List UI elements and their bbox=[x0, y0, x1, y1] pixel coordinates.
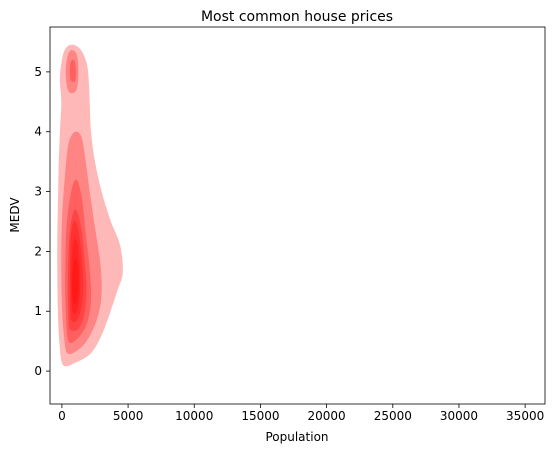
density-contour-level-4 bbox=[67, 209, 87, 331]
x-tick-label: 20000 bbox=[308, 409, 346, 423]
x-tick-label: 10000 bbox=[175, 409, 213, 423]
chart-title: Most common house prices bbox=[201, 9, 393, 25]
x-tick-label: 5000 bbox=[113, 409, 144, 423]
x-tick-label: 25000 bbox=[374, 409, 412, 423]
x-tick-label: 35000 bbox=[506, 409, 544, 423]
density-contour-level-2 bbox=[65, 50, 79, 94]
x-tick-label: 30000 bbox=[440, 409, 478, 423]
y-axis-ticks: 0 1 2 3 4 5 bbox=[34, 65, 50, 378]
y-tick-label: 2 bbox=[34, 244, 42, 258]
density-contour-level-3 bbox=[65, 179, 92, 344]
density-contour-level-1 bbox=[57, 44, 123, 367]
y-tick-label: 4 bbox=[34, 125, 42, 139]
density-contour-level-2 bbox=[61, 131, 102, 355]
y-tick-label: 3 bbox=[34, 185, 42, 199]
y-axis-label: MEDV bbox=[8, 197, 22, 233]
x-tick-label: 0 bbox=[58, 409, 66, 423]
density-contour-level-3 bbox=[69, 59, 76, 83]
x-axis-ticks: 0 5000 10000 15000 20000 25000 30000 35000 bbox=[58, 404, 544, 423]
density-contour-level-6 bbox=[71, 238, 81, 314]
plot-frame bbox=[49, 26, 546, 405]
density-contours bbox=[57, 44, 123, 367]
x-axis-label: Population bbox=[265, 430, 328, 444]
density-contour-level-7 bbox=[72, 257, 79, 304]
density-contour-level-5 bbox=[69, 220, 84, 323]
y-tick-label: 5 bbox=[34, 65, 42, 79]
y-tick-label: 0 bbox=[34, 364, 42, 378]
y-tick-label: 1 bbox=[34, 304, 42, 318]
x-tick-label: 15000 bbox=[241, 409, 279, 423]
